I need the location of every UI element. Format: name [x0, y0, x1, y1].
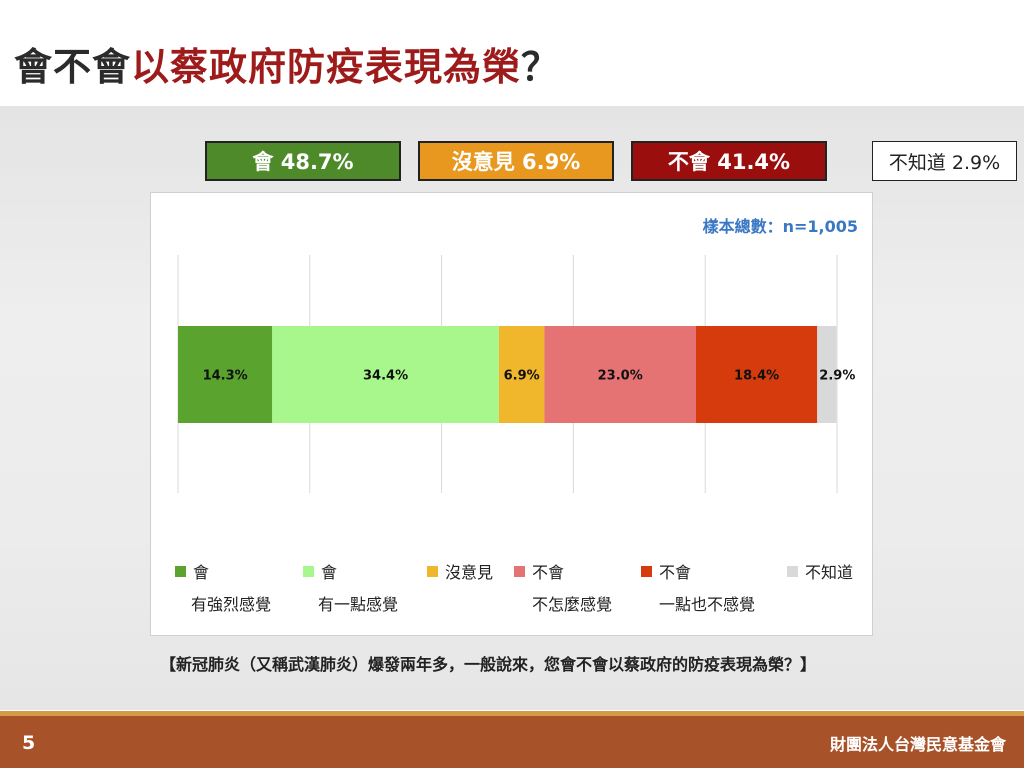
legend-label-some-yes: 會 [321, 563, 338, 582]
summary-yes-label: 會 48.7% [252, 150, 354, 174]
data-label: 23.0% [598, 369, 643, 384]
data-label: 18.4% [734, 369, 779, 384]
legend-item-unknown: 不知道 [787, 559, 853, 583]
legend-swatch-unknown [787, 565, 798, 577]
summary-box-no: 不會 41.4% [631, 141, 827, 181]
legend-label-unknown: 不知道 [805, 563, 854, 582]
bar-segment [272, 326, 499, 423]
page-number: 5 [22, 732, 36, 754]
legend-label-not-really: 不會 [532, 563, 565, 582]
sample-size-note: 樣本總數：n=1,005 [702, 217, 858, 236]
organization-name: 財團法人台灣民意基金會 [829, 735, 1006, 754]
bar-segment [544, 326, 696, 423]
survey-question: 【新冠肺炎（又稱武漢肺炎）爆發兩年多，一般說來，您會不會以蔡政府的防疫表現為榮？… [160, 655, 817, 674]
summary-box-unknown: 不知道 2.9% [872, 141, 1017, 181]
legend-swatch-strong-yes [175, 565, 186, 577]
legend-item-not-really: 不會 [514, 559, 564, 583]
footer-accent-line [0, 711, 1024, 716]
bar-segment [178, 326, 273, 423]
bar-segment [817, 326, 837, 423]
stacked-bar-chart: 14.3%34.4%6.9%23.0%18.4%2.9%0%20%40%60%8… [177, 255, 855, 493]
data-label: 2.9% [819, 369, 855, 384]
legend-swatch-no-opinion [427, 565, 438, 577]
legend-swatch-not-really [514, 565, 525, 577]
legend-item-no-opinion: 沒意見 [427, 559, 493, 583]
legend-label-no-opinion: 沒意見 [445, 563, 494, 582]
title-part-3: 防疫表現為榮 [287, 45, 522, 89]
title-part-1: 會不會 [14, 45, 132, 89]
summary-no-opinion-label: 沒意見 6.9% [451, 150, 581, 174]
legend-sublabel-not-at-all: 一點也不感覺 [659, 595, 756, 614]
legend-swatch-some-yes [303, 565, 314, 577]
legend-item-not-at-all: 不會 [641, 559, 691, 583]
legend-sublabel-some-yes: 有一點感覺 [318, 595, 399, 614]
bar-segment [498, 326, 545, 423]
data-label: 14.3% [203, 369, 248, 384]
summary-box-no-opinion: 沒意見 6.9% [418, 141, 614, 181]
legend-item-strong-yes: 會 [175, 559, 209, 583]
legend-label-strong-yes: 會 [193, 563, 210, 582]
page-title: 會不會以蔡政府防疫表現為榮？ [14, 36, 560, 91]
legend-sublabel-strong-yes: 有強烈感覺 [191, 595, 272, 614]
footer-bar: 5 財團法人台灣民意基金會 [0, 716, 1024, 768]
title-part-2: 以蔡政府 [131, 45, 288, 89]
data-label: 6.9% [504, 369, 540, 384]
summary-unknown-label: 不知道 2.9% [888, 151, 1001, 174]
legend-sublabel-not-really: 不怎麼感覺 [532, 595, 613, 614]
summary-no-label: 不會 41.4% [667, 150, 791, 174]
legend-label-not-at-all: 不會 [659, 563, 692, 582]
data-label: 34.4% [363, 369, 408, 384]
legend-item-some-yes: 會 [303, 559, 337, 583]
bar-segment [695, 326, 818, 423]
title-part-4: ？ [521, 45, 561, 89]
summary-box-yes: 會 48.7% [205, 141, 401, 181]
chart-panel: 樣本總數：n=1,005 14.3% 34.4% 6.9% 23.0% 18.4% 2.9… [150, 192, 873, 636]
legend-swatch-not-at-all [641, 565, 652, 577]
